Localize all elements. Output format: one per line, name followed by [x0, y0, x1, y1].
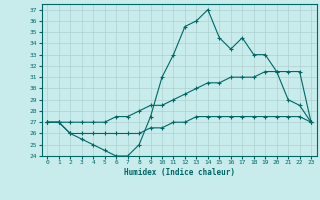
X-axis label: Humidex (Indice chaleur): Humidex (Indice chaleur) — [124, 168, 235, 177]
